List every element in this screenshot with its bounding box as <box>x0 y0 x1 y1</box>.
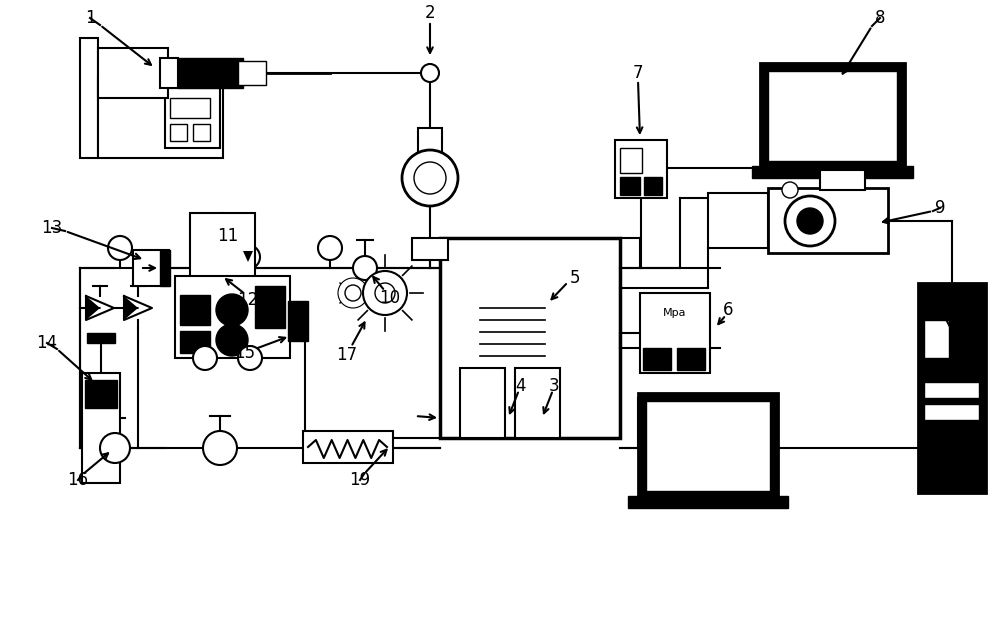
Bar <box>160 250 170 286</box>
Bar <box>180 331 210 353</box>
Bar <box>620 148 642 173</box>
Bar <box>238 61 266 85</box>
Circle shape <box>108 236 132 260</box>
Bar <box>708 193 768 248</box>
Circle shape <box>203 236 227 260</box>
Text: 13: 13 <box>41 219 63 237</box>
Bar <box>924 382 979 398</box>
Circle shape <box>216 294 248 326</box>
Bar <box>98 48 168 98</box>
Bar <box>644 177 662 195</box>
Bar <box>190 213 255 278</box>
Text: 2: 2 <box>425 4 435 22</box>
Bar <box>170 98 210 118</box>
Text: 8: 8 <box>875 9 885 27</box>
Bar <box>178 58 243 88</box>
Bar <box>638 393 778 498</box>
Bar <box>193 124 210 141</box>
Text: 18: 18 <box>949 339 971 357</box>
Circle shape <box>375 283 395 303</box>
Circle shape <box>782 182 798 198</box>
Circle shape <box>421 64 439 82</box>
Polygon shape <box>124 296 138 320</box>
Text: Mpa: Mpa <box>663 308 687 318</box>
Bar <box>165 88 220 148</box>
Bar <box>640 293 710 373</box>
Circle shape <box>203 431 237 465</box>
Bar <box>646 401 770 491</box>
Polygon shape <box>138 296 152 320</box>
Bar <box>752 166 913 178</box>
Bar <box>768 188 888 253</box>
Circle shape <box>402 150 458 206</box>
Bar <box>620 177 640 195</box>
Circle shape <box>193 346 217 370</box>
Circle shape <box>100 433 130 463</box>
Text: 16: 16 <box>67 471 89 489</box>
Bar <box>440 238 620 438</box>
Circle shape <box>338 278 368 308</box>
Bar <box>615 140 667 198</box>
Polygon shape <box>100 296 114 320</box>
Text: 7: 7 <box>633 64 643 82</box>
Text: 14: 14 <box>36 334 58 352</box>
Circle shape <box>797 208 823 234</box>
Text: 3: 3 <box>549 377 559 395</box>
Bar <box>82 373 120 483</box>
Bar <box>255 286 285 328</box>
Bar <box>760 63 905 168</box>
Bar <box>628 496 788 508</box>
Bar <box>288 301 308 341</box>
Bar <box>643 348 671 370</box>
Bar <box>160 58 178 88</box>
Bar <box>820 170 865 190</box>
Circle shape <box>363 271 407 315</box>
Circle shape <box>353 256 377 280</box>
Bar <box>170 124 187 141</box>
Bar <box>677 348 705 370</box>
Bar <box>87 333 115 343</box>
Circle shape <box>236 245 260 269</box>
Bar <box>303 431 393 463</box>
Text: 1: 1 <box>85 9 95 27</box>
Text: 19: 19 <box>349 471 371 489</box>
Bar <box>460 368 505 438</box>
Text: 15: 15 <box>234 344 256 362</box>
Bar <box>918 283 986 493</box>
Circle shape <box>238 346 262 370</box>
Bar <box>418 128 442 158</box>
Text: 11: 11 <box>217 227 239 245</box>
Circle shape <box>414 162 446 194</box>
Polygon shape <box>243 251 253 262</box>
Bar <box>412 238 448 260</box>
Text: 4: 4 <box>515 377 525 395</box>
Bar <box>180 295 210 325</box>
Text: 17: 17 <box>336 346 358 364</box>
Text: 5: 5 <box>570 269 580 287</box>
Polygon shape <box>86 296 100 320</box>
Bar <box>133 250 169 286</box>
Bar <box>924 320 949 358</box>
Circle shape <box>345 285 361 301</box>
Circle shape <box>216 324 248 356</box>
Text: 9: 9 <box>935 199 945 217</box>
Bar <box>768 71 897 161</box>
Circle shape <box>318 236 342 260</box>
Circle shape <box>785 196 835 246</box>
Bar <box>80 38 98 158</box>
Bar <box>85 380 117 408</box>
Bar <box>515 368 560 438</box>
Text: 10: 10 <box>379 289 401 307</box>
Text: 12: 12 <box>237 291 259 309</box>
Bar <box>98 78 223 158</box>
Bar <box>175 276 290 358</box>
Text: 6: 6 <box>723 301 733 319</box>
Bar <box>924 404 979 420</box>
